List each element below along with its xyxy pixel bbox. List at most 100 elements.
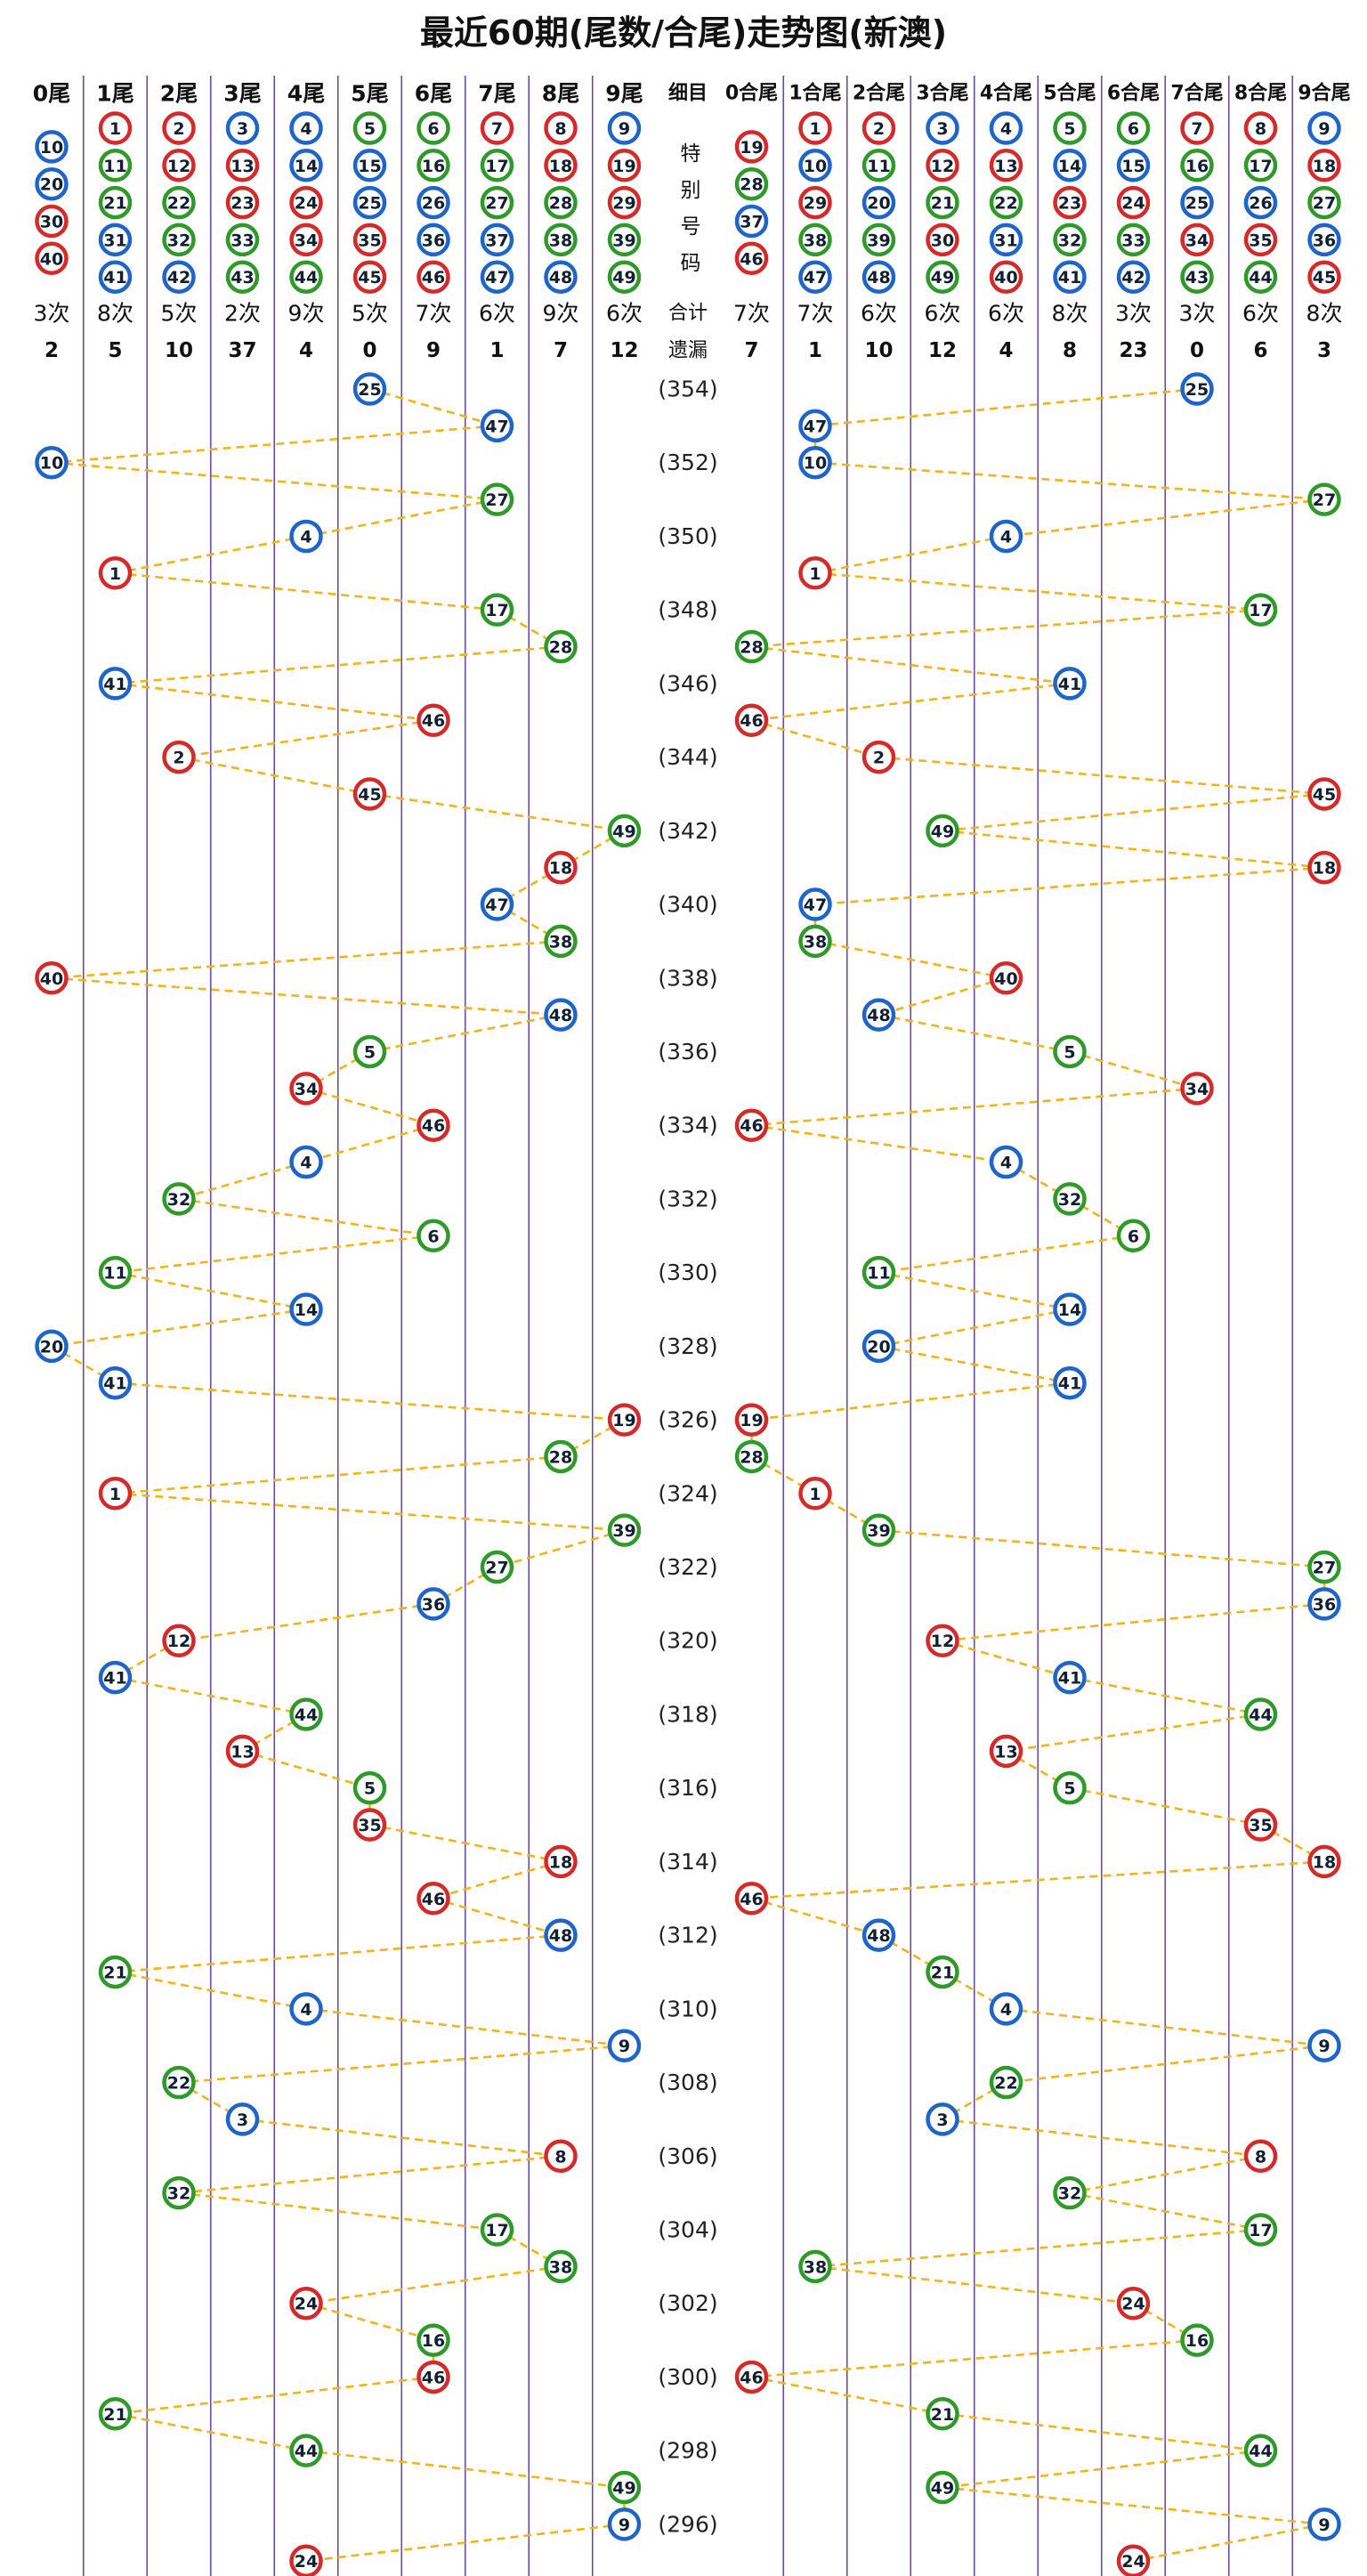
period-label: (308) — [658, 2070, 717, 2095]
ball-shine — [360, 153, 369, 161]
ball-number: 31 — [994, 231, 1017, 250]
ball-number: 2 — [173, 119, 184, 139]
miss: 4 — [299, 339, 313, 362]
ball-shine — [741, 1114, 751, 1122]
ball-shine — [996, 117, 1006, 124]
ball-shine — [168, 2181, 179, 2189]
ball-number: 28 — [740, 175, 763, 195]
trend-line — [1069, 1676, 1261, 1716]
ball-number: 17 — [485, 157, 508, 176]
ball: 49 — [926, 814, 959, 848]
ball-shine — [1314, 153, 1324, 161]
ball: 14 — [1053, 149, 1087, 182]
ball-number: 46 — [740, 711, 763, 731]
trend-line — [942, 1639, 1071, 1679]
ball-number: 11 — [103, 1264, 126, 1284]
ball: 39 — [861, 1513, 896, 1547]
ball-number: 43 — [231, 268, 254, 288]
miss: 5 — [108, 339, 122, 362]
ball: 41 — [1053, 1365, 1087, 1400]
ball-number: 6 — [1128, 119, 1139, 139]
ball: 36 — [1307, 1587, 1341, 1621]
ball: 25 — [352, 185, 387, 220]
ball-number: 44 — [1249, 268, 1272, 288]
trend-line — [814, 2228, 1261, 2268]
ball-shine — [41, 966, 52, 974]
ball-number: 34 — [1185, 231, 1209, 250]
ball-number: 3 — [237, 2110, 248, 2130]
ball-number: 14 — [1058, 1300, 1081, 1320]
ball: 32 — [162, 223, 196, 257]
period-label: (342) — [658, 818, 717, 844]
ball: 14 — [1053, 1292, 1087, 1326]
ball-number: 38 — [804, 2257, 827, 2277]
miss: 37 — [228, 339, 256, 362]
column-header: 6合尾 — [1107, 82, 1160, 105]
trend-line — [878, 1308, 1071, 1348]
ball-shine — [232, 153, 242, 161]
ball: 21 — [98, 2397, 133, 2431]
ball: 10 — [35, 445, 69, 480]
ball: 26 — [417, 185, 450, 220]
ball: 46 — [417, 260, 450, 294]
ball: 5 — [352, 1770, 387, 1805]
ball-shine — [932, 2475, 942, 2483]
ball: 40 — [989, 961, 1023, 995]
ball-shine — [1186, 228, 1197, 236]
ball-shine — [41, 134, 52, 142]
ball-number: 46 — [422, 1890, 445, 1909]
ball-number: 49 — [931, 822, 954, 841]
trend-line — [751, 1123, 1007, 1163]
ball: 27 — [480, 482, 514, 516]
trend-line — [369, 1013, 562, 1053]
ball-shine — [41, 450, 52, 458]
period-label: (332) — [658, 1186, 717, 1211]
ball-shine — [550, 1003, 561, 1011]
ball: 49 — [607, 2470, 642, 2505]
ball-number: 12 — [931, 157, 954, 176]
trend-line — [178, 2154, 562, 2194]
ball-shine — [168, 1187, 179, 1195]
ball-number: 47 — [485, 417, 508, 436]
ball-shine — [423, 1114, 433, 1122]
ball-number: 44 — [295, 1705, 318, 1725]
title: 最近60期(尾数/合尾)走势图(新澳) — [420, 13, 947, 53]
column-header: 1尾 — [96, 81, 133, 107]
ball-number: 28 — [549, 194, 572, 214]
ball-number: 35 — [1249, 1816, 1272, 1835]
miss: 1 — [489, 339, 504, 362]
ball-number: 21 — [103, 194, 126, 214]
trend-line — [878, 1271, 1071, 1311]
ball-number: 10 — [40, 454, 63, 474]
column-header: 2合尾 — [853, 82, 905, 105]
ball-shine — [232, 2107, 242, 2115]
trend-line — [942, 2486, 1325, 2526]
trend-line — [1133, 2523, 1325, 2563]
ball: 28 — [734, 1439, 769, 1474]
ball-shine — [932, 153, 942, 161]
ball: 32 — [162, 2175, 196, 2210]
ball: 36 — [417, 1587, 450, 1621]
ball: 41 — [1053, 260, 1087, 294]
miss: 10 — [864, 339, 893, 362]
ball: 46 — [734, 703, 769, 737]
ball-number: 27 — [485, 194, 508, 214]
ball-number: 47 — [804, 417, 827, 436]
count: 8次 — [97, 301, 133, 327]
ball-shine — [1059, 153, 1070, 161]
ball-shine — [996, 966, 1006, 974]
ball-number: 36 — [422, 231, 445, 250]
trend-line — [51, 425, 497, 465]
ball: 38 — [544, 2249, 578, 2284]
ball-shine — [805, 190, 815, 198]
ball: 8 — [1243, 2139, 1278, 2174]
ball: 5 — [1053, 111, 1087, 145]
ball-number: 41 — [1058, 268, 1081, 288]
ball-shine — [168, 153, 179, 161]
ball-shine — [41, 1334, 52, 1342]
ball-number: 27 — [1313, 1559, 1336, 1578]
ball: 18 — [1307, 850, 1341, 885]
column-header: 0尾 — [33, 81, 70, 107]
ball-shine — [1059, 671, 1070, 679]
ball: 24 — [289, 2544, 323, 2576]
